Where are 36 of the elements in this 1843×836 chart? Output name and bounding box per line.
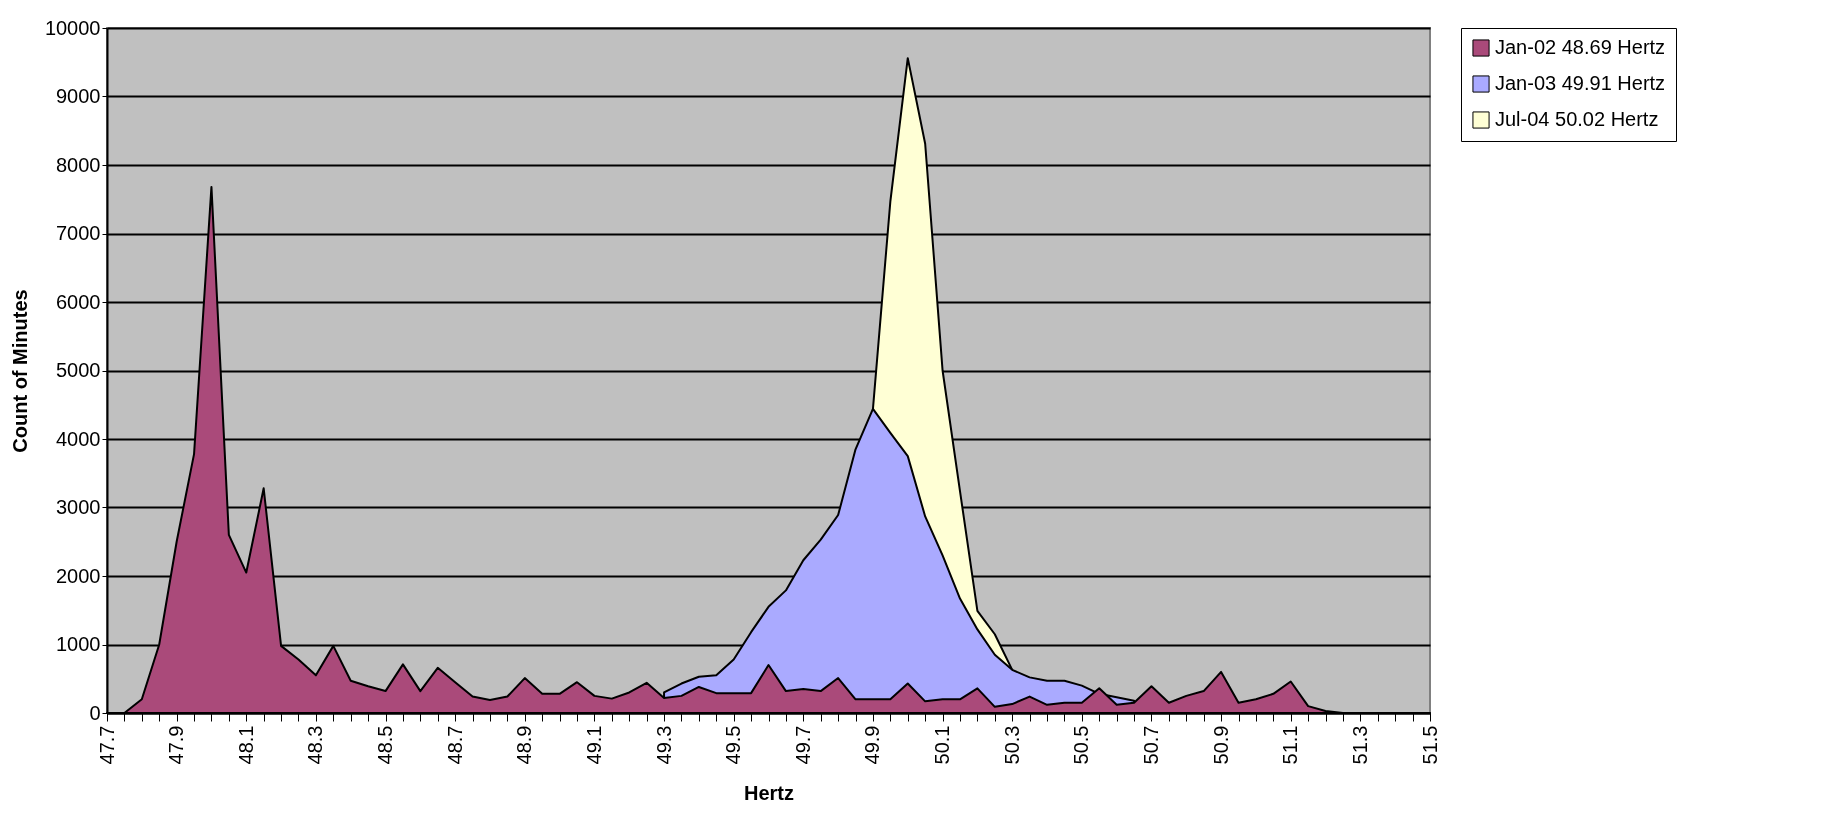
legend-label: Jan-03 49.91 Hertz <box>1495 72 1666 94</box>
x-tick-label: 50.9 <box>1209 725 1232 765</box>
x-tick-label: 50.7 <box>1139 725 1162 765</box>
x-tick-label: 49.5 <box>722 725 745 765</box>
x-tick-label: 50.3 <box>1000 725 1023 765</box>
x-tick-label: 51.3 <box>1348 725 1371 765</box>
x-tick-label: 50.5 <box>1070 725 1093 765</box>
legend-label: Jan-02 48.69 Hertz <box>1495 36 1666 58</box>
y-tick-label: 5000 <box>56 359 101 381</box>
x-axis-title: Hertz <box>743 782 795 805</box>
y-tick-label: 8000 <box>56 153 101 176</box>
y-tick-label: 4000 <box>56 427 101 450</box>
y-tick-label: 9000 <box>56 85 101 107</box>
x-tick-label: 50.1 <box>931 725 954 765</box>
x-tick-label: 51.5 <box>1418 725 1441 765</box>
x-tick-label: 48.1 <box>234 725 257 765</box>
y-tick-label: 3000 <box>56 496 101 518</box>
x-tick-label: 51.1 <box>1279 725 1302 765</box>
y-tick-label: 6000 <box>56 290 101 313</box>
x-tick-label: 49.1 <box>582 725 605 765</box>
y-tick-label: 10000 <box>44 16 101 39</box>
x-tick-label: 47.9 <box>165 725 188 765</box>
x-tick-label: 49.3 <box>652 725 675 765</box>
legend-label: Jul-04 50.02 Hertz <box>1495 108 1659 130</box>
y-tick-label: 1000 <box>56 633 101 655</box>
x-tick-label: 48.9 <box>513 725 536 765</box>
y-axis-title: Count of Minutes <box>8 289 31 453</box>
y-tick-label: 7000 <box>56 222 101 244</box>
x-tick-label: 49.9 <box>861 725 884 765</box>
y-tick-label: 0 <box>89 701 101 724</box>
x-tick-label: 48.7 <box>443 725 466 765</box>
x-tick-label: 49.7 <box>791 725 814 765</box>
x-tick-label: 48.5 <box>374 725 397 765</box>
y-tick-label: 2000 <box>56 564 101 587</box>
x-tick-label: 47.7 <box>95 725 118 765</box>
x-tick-label: 48.3 <box>304 725 327 765</box>
